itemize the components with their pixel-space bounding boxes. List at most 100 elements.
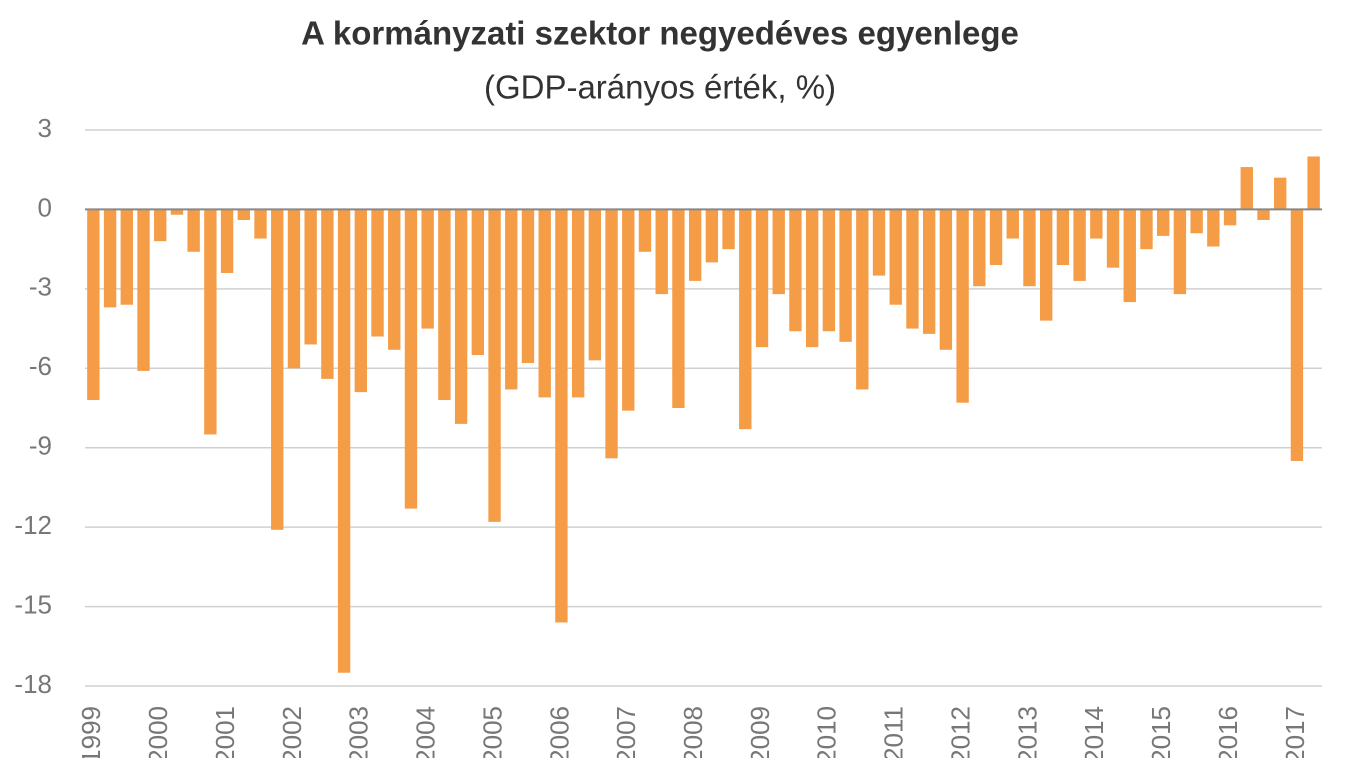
bar	[521, 209, 535, 363]
bar	[1006, 209, 1019, 239]
x-tick-label: 2010	[812, 706, 842, 758]
bar	[271, 209, 284, 530]
bar	[237, 209, 250, 221]
bar	[1290, 209, 1304, 461]
bar	[1207, 209, 1220, 247]
y-tick-label: -6	[29, 351, 52, 381]
x-tick-label: 2012	[945, 706, 975, 758]
bar	[672, 209, 685, 408]
bar	[304, 209, 317, 345]
bar	[287, 209, 301, 369]
y-tick-label: -3	[29, 272, 52, 302]
bar	[220, 209, 234, 273]
y-tick-label: 0	[38, 192, 52, 222]
bar	[588, 209, 602, 361]
y-tick-label: 3	[38, 113, 52, 143]
bar	[454, 209, 468, 424]
bar	[488, 209, 501, 522]
bar	[722, 209, 735, 250]
bar	[538, 209, 551, 398]
chart-subtitle: (GDP-arányos érték, %)	[484, 69, 836, 106]
x-tick-label: 2003	[344, 706, 374, 758]
bar	[889, 209, 902, 305]
x-tick-label: 2008	[678, 706, 708, 758]
bar	[388, 209, 401, 350]
bar	[922, 209, 936, 334]
bar	[1307, 156, 1320, 210]
bar	[103, 209, 117, 308]
y-tick-label: -9	[29, 431, 52, 461]
bar	[655, 209, 668, 295]
bar	[1157, 209, 1170, 236]
bar	[120, 209, 133, 305]
bar	[404, 209, 418, 509]
bar	[939, 209, 953, 350]
bar	[638, 209, 652, 252]
bar	[605, 209, 618, 459]
bar	[789, 209, 802, 332]
bar	[137, 209, 150, 371]
x-tick-label: 2016	[1213, 706, 1243, 758]
x-tick-label: 2017	[1280, 706, 1310, 758]
bar	[1023, 209, 1036, 287]
chart-title: A kormányzati szektor negyedéves egyenle…	[301, 15, 1019, 52]
bar	[170, 209, 184, 215]
bar	[505, 209, 518, 390]
bar	[321, 209, 334, 379]
x-tick-label: 2014	[1079, 706, 1109, 758]
x-tick-label: 2007	[611, 706, 641, 758]
bar	[571, 209, 585, 398]
y-tick-label: -12	[14, 510, 52, 540]
bar	[555, 209, 568, 623]
bar	[739, 209, 752, 430]
x-tick-label: 2000	[143, 706, 173, 758]
bar	[1240, 167, 1253, 210]
bar	[354, 209, 368, 393]
bar	[187, 209, 200, 252]
bar	[1123, 209, 1136, 303]
bar	[872, 209, 886, 276]
x-tick-label: 2005	[477, 706, 507, 758]
bar	[438, 209, 451, 401]
bar	[1039, 209, 1053, 321]
bar	[421, 209, 434, 329]
bar	[1190, 209, 1203, 234]
x-tick-label: 2002	[277, 706, 307, 758]
y-tick-label: -18	[14, 669, 52, 699]
bar	[822, 209, 836, 332]
bar	[705, 209, 719, 263]
bar	[1056, 209, 1070, 266]
x-tick-label: 2009	[745, 706, 775, 758]
bar	[1073, 209, 1086, 281]
bar	[471, 209, 485, 356]
x-tick-label: 2013	[1012, 706, 1042, 758]
bar	[906, 209, 919, 329]
bar	[87, 209, 100, 401]
x-tick-label: 2006	[544, 706, 574, 758]
y-tick-label: -15	[14, 589, 52, 619]
x-tick-label: 1999	[76, 706, 106, 758]
bar	[772, 209, 785, 295]
x-tick-label: 2011	[879, 706, 909, 758]
bar	[154, 209, 167, 242]
bar	[688, 209, 702, 281]
bar	[1106, 209, 1120, 268]
x-tick-label: 2004	[411, 706, 441, 758]
bar	[956, 209, 969, 403]
bar	[1140, 209, 1153, 250]
bar	[973, 209, 986, 287]
bar	[254, 209, 267, 239]
bar	[1257, 209, 1270, 221]
bar	[1274, 177, 1287, 210]
bar	[622, 209, 635, 411]
bar	[989, 209, 1003, 266]
bar	[856, 209, 869, 390]
bar	[371, 209, 384, 337]
x-tick-label: 2015	[1146, 706, 1176, 758]
bar	[337, 209, 351, 673]
bar	[1173, 209, 1187, 295]
bar	[1090, 209, 1103, 239]
bar	[204, 209, 217, 435]
bar	[805, 209, 819, 348]
